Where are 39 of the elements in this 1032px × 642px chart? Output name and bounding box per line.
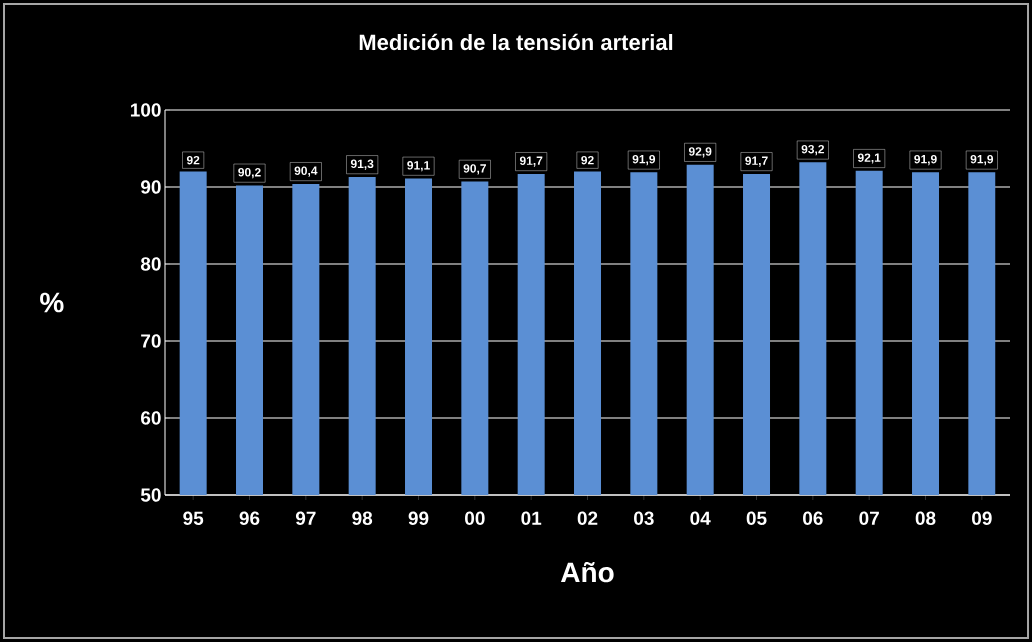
data-label: 92 xyxy=(581,155,594,165)
data-label: 91,9 xyxy=(970,154,994,166)
x-tick-label: 05 xyxy=(746,511,767,525)
data-label: 92,9 xyxy=(688,147,712,158)
chart-title: Medición de la tensión arterial xyxy=(359,33,673,51)
y-tick-label: 60 xyxy=(141,411,161,425)
x-tick-label: 98 xyxy=(352,511,373,525)
y-tick-label: 100 xyxy=(130,103,161,117)
x-tick-label: 03 xyxy=(634,511,654,526)
data-label: 91,9 xyxy=(914,154,937,166)
y-tick-label: 50 xyxy=(140,488,161,502)
x-tick-label: 96 xyxy=(239,511,260,525)
data-label: 92 xyxy=(186,155,200,165)
x-tick-label: 01 xyxy=(521,511,542,525)
y-tick-label: 90 xyxy=(140,180,161,194)
x-tick-label: 02 xyxy=(577,511,598,525)
data-label: 91,1 xyxy=(407,161,430,172)
x-tick-label: 07 xyxy=(859,511,879,525)
x-tick-label: 97 xyxy=(295,511,316,525)
data-label: 91,7 xyxy=(745,156,768,167)
data-label: 92,1 xyxy=(857,153,881,164)
data-label: 91,7 xyxy=(519,156,543,167)
y-axis-title: % xyxy=(40,292,64,313)
x-tick-label: 99 xyxy=(408,511,429,525)
x-tick-label: 06 xyxy=(803,511,823,525)
data-label: 91,3 xyxy=(350,159,374,170)
x-tick-label: 95 xyxy=(183,511,204,525)
data-label: 91,9 xyxy=(632,154,656,166)
x-tick-label: 04 xyxy=(690,511,711,525)
data-label: 93,2 xyxy=(801,144,825,156)
x-tick-label: 00 xyxy=(465,511,485,525)
data-label: 90,2 xyxy=(238,168,261,179)
x-tick-label: 09 xyxy=(972,511,992,525)
data-label: 90,7 xyxy=(463,164,486,175)
data-label: 90,4 xyxy=(294,166,318,177)
x-tick-label: 08 xyxy=(915,511,936,525)
y-tick-label: 80 xyxy=(140,257,161,271)
y-tick-label: 70 xyxy=(141,334,161,348)
x-axis-title: Año xyxy=(560,561,614,583)
